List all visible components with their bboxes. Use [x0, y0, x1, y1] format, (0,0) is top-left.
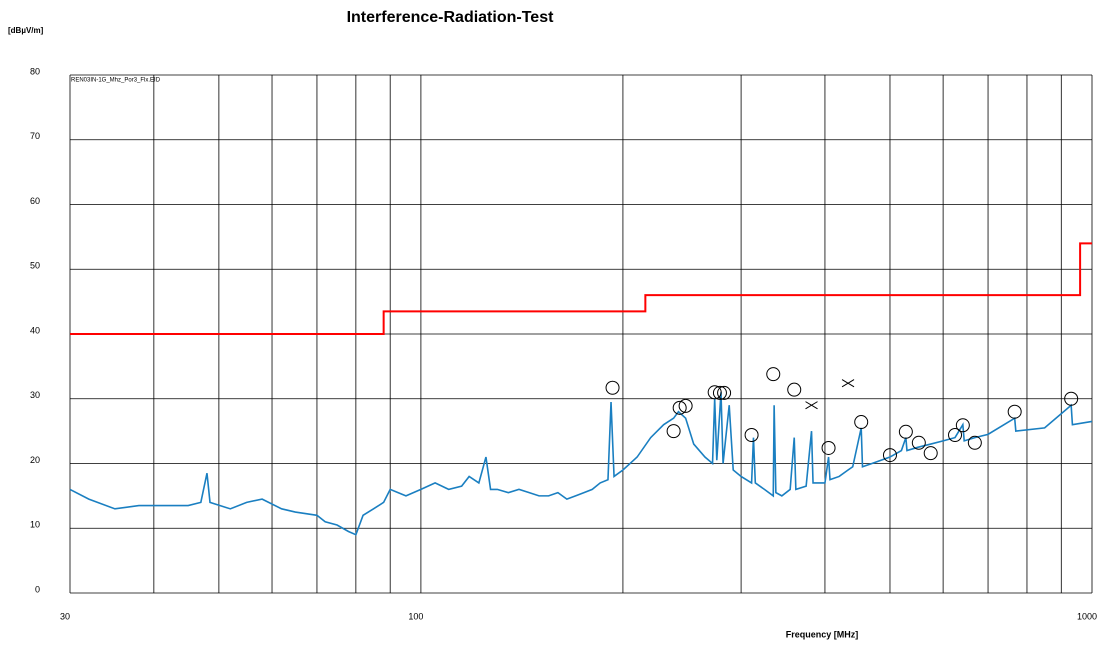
y-tick-label: 40 — [30, 325, 40, 335]
qp-marker — [666, 424, 681, 439]
annotation: REN03IN-1G_Mhz_Por3_Flx.EID — [71, 78, 161, 84]
qp-marker — [821, 440, 836, 455]
y-tick-label: 80 — [30, 66, 40, 76]
qp-marker — [854, 415, 869, 430]
y-tick-label: 50 — [30, 261, 40, 271]
trace-line — [70, 242, 1092, 335]
peak-marker — [805, 401, 818, 410]
qp-marker — [1007, 404, 1022, 419]
qp-marker — [967, 435, 982, 450]
qp-marker — [1064, 391, 1079, 406]
y-tick-label: 70 — [30, 131, 40, 141]
qp-marker — [717, 385, 732, 400]
y-axis-label: [dBµV/m] — [8, 26, 44, 35]
qp-marker — [605, 380, 620, 395]
qp-marker — [911, 435, 926, 450]
qp-marker — [766, 367, 781, 382]
qp-marker — [923, 446, 938, 461]
trace-line — [69, 392, 1093, 536]
qp-marker — [707, 385, 722, 400]
y-tick-label: 20 — [30, 455, 40, 465]
qp-marker — [672, 400, 687, 415]
qp-marker — [948, 428, 963, 443]
y-tick-label: 0 — [35, 584, 40, 594]
y-tick-label: 60 — [30, 196, 40, 206]
qp-marker — [678, 398, 693, 413]
qp-marker — [955, 418, 970, 433]
x-tick-label: 100 — [408, 611, 423, 621]
y-tick-label: 30 — [30, 390, 40, 400]
peak-marker — [841, 379, 855, 388]
y-tick-label: 10 — [30, 520, 40, 530]
x-axis-label: Frequency [MHz] — [786, 629, 859, 639]
qp-marker — [744, 428, 759, 443]
qp-marker — [898, 424, 913, 439]
x-tick-label: 1000 — [1077, 611, 1097, 621]
qp-marker — [882, 448, 897, 463]
chart-title: Interference-Radiation-Test — [347, 9, 555, 26]
qp-marker — [712, 385, 727, 400]
qp-marker — [787, 382, 802, 397]
x-tick-label: 30 — [60, 611, 70, 621]
